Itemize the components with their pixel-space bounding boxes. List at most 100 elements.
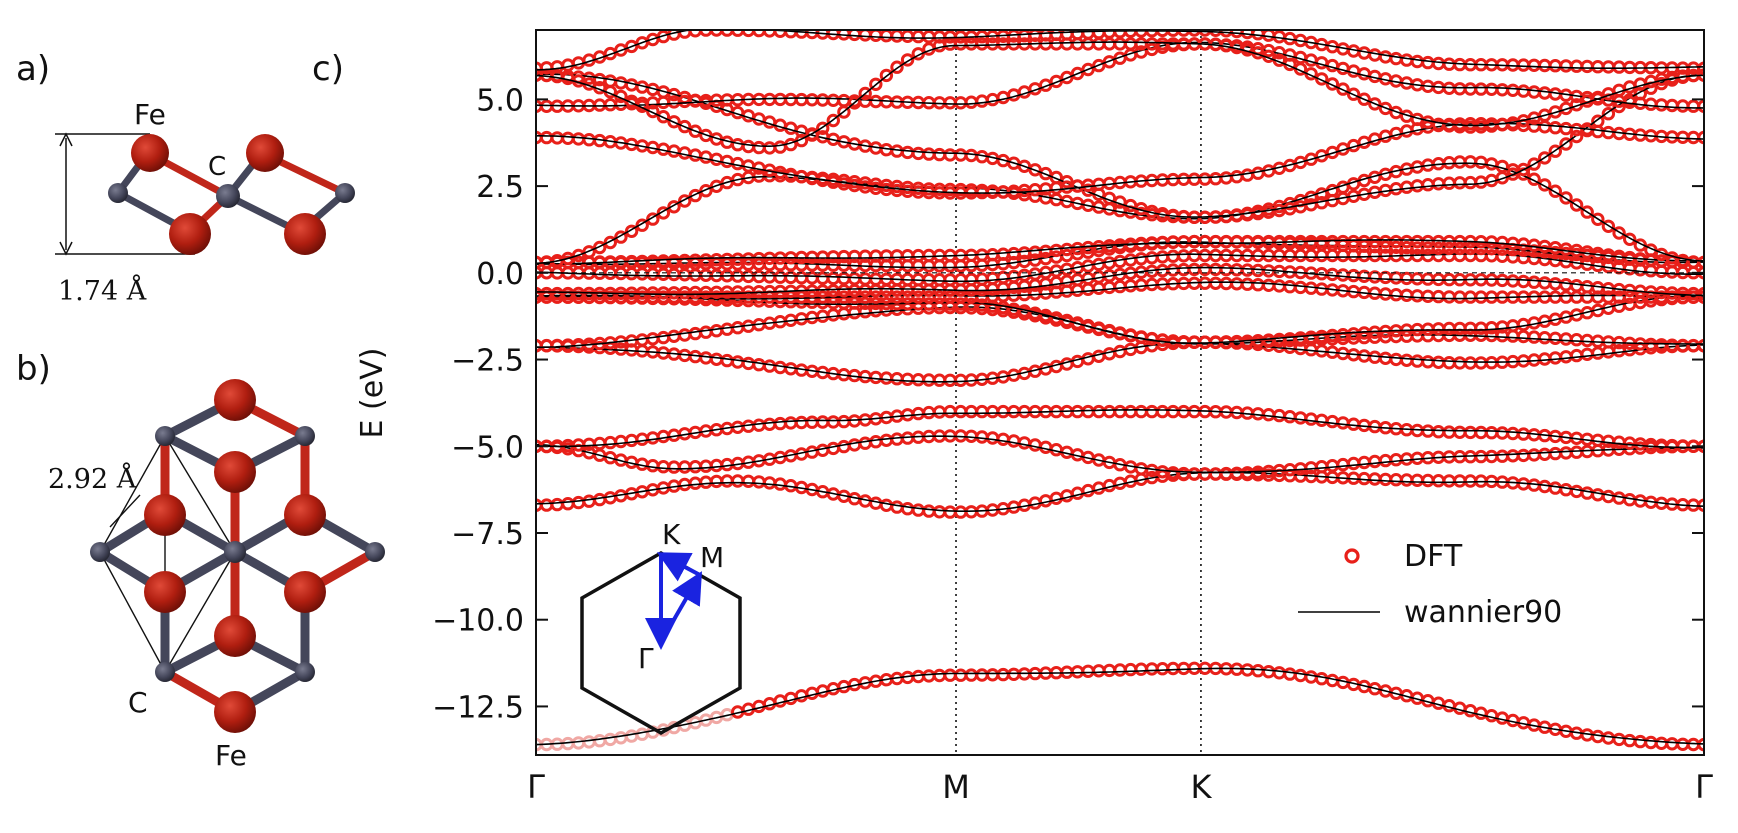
dft-point xyxy=(1102,280,1117,295)
dft-point xyxy=(1251,278,1265,292)
dft-point xyxy=(1506,83,1520,98)
dft-point xyxy=(1463,82,1478,96)
dft-point xyxy=(646,459,660,473)
dft-point xyxy=(1601,107,1616,121)
dft-point xyxy=(1559,332,1573,346)
bz-label-gamma: Γ xyxy=(638,642,654,675)
wannier90-line xyxy=(536,409,1704,449)
dft-point xyxy=(816,271,830,285)
dft-point xyxy=(1591,488,1605,502)
band-2 xyxy=(536,429,1704,481)
dft-point xyxy=(624,224,639,239)
wannier90-line xyxy=(536,41,1704,109)
atom-label-fe: Fe xyxy=(215,739,247,772)
dft-point xyxy=(1198,248,1212,263)
dft-point xyxy=(1346,87,1361,101)
wannier90-line xyxy=(536,435,1704,474)
dft-point xyxy=(837,414,851,429)
dft-point xyxy=(1463,704,1478,718)
dft-point xyxy=(1495,449,1510,463)
dft-point xyxy=(996,667,1010,682)
dft-point xyxy=(1007,434,1021,448)
dft-point xyxy=(1686,130,1701,145)
panel-b: b) xyxy=(16,349,385,772)
dft-point xyxy=(1527,85,1541,99)
bz-label-m: M xyxy=(700,541,724,574)
atom-label-c: C xyxy=(128,686,148,719)
dft-point xyxy=(1559,191,1573,205)
dft-point xyxy=(709,474,724,489)
dft-point xyxy=(943,404,957,419)
dft-point xyxy=(1463,175,1478,190)
dft-point xyxy=(762,359,777,373)
dft-point xyxy=(773,270,787,284)
band-1 xyxy=(536,467,1704,519)
dft-point xyxy=(1007,404,1021,419)
dft-point xyxy=(1262,30,1276,42)
dft-point xyxy=(890,30,904,43)
dft-point xyxy=(1463,425,1478,440)
dft-point xyxy=(709,458,724,473)
dft-point xyxy=(816,415,830,429)
dft-point xyxy=(1293,248,1308,263)
fe-atom xyxy=(169,213,211,255)
dft-point xyxy=(624,433,639,448)
dft-point xyxy=(954,373,968,387)
dft-point xyxy=(1208,276,1223,290)
dft-point xyxy=(943,505,957,519)
fe-atom xyxy=(284,494,326,536)
dft-point xyxy=(1495,273,1510,288)
dft-point xyxy=(1102,37,1117,51)
dft-point xyxy=(1516,448,1531,463)
axes: 5.02.50.0−2.5−5.0−7.5−10.0−12.5Γ M K Γ xyxy=(432,29,1713,806)
dft-point xyxy=(1378,101,1393,116)
dft-point xyxy=(1591,59,1605,74)
dft-point xyxy=(571,132,586,146)
dft-point xyxy=(985,92,1000,107)
dft-point xyxy=(1623,733,1637,748)
dft-point xyxy=(1400,180,1414,194)
dft-point xyxy=(1453,155,1467,169)
dft-point xyxy=(826,93,840,108)
dft-point xyxy=(879,283,894,298)
dft-point xyxy=(890,60,904,74)
band-7 xyxy=(536,276,1704,304)
dft-point xyxy=(1336,82,1350,96)
dft-point xyxy=(1304,248,1318,263)
dft-point xyxy=(731,355,745,369)
dft-point xyxy=(1007,667,1021,681)
dft-point xyxy=(1070,66,1085,81)
dft-point xyxy=(890,283,904,297)
dft-point xyxy=(1357,92,1371,106)
fe-atom xyxy=(214,379,256,421)
dft-point xyxy=(932,259,947,273)
dft-point xyxy=(1538,120,1552,134)
dft-point xyxy=(1559,59,1573,73)
dft-point xyxy=(1219,276,1233,291)
panel-b-c-atoms xyxy=(90,426,385,682)
dft-point xyxy=(667,200,681,214)
dft-point xyxy=(635,727,649,741)
dft-point xyxy=(561,58,575,72)
dft-point xyxy=(773,92,787,107)
dft-point xyxy=(1081,404,1095,419)
dft-point xyxy=(667,329,681,343)
dft-point xyxy=(1368,454,1382,469)
dft-point xyxy=(954,273,968,287)
dft-point xyxy=(1654,98,1669,112)
dft-point xyxy=(900,53,915,67)
dft-point xyxy=(1155,250,1170,264)
wannier90-line xyxy=(536,281,1704,300)
dft-point xyxy=(646,332,660,346)
dft-point xyxy=(1272,408,1287,423)
dft-point xyxy=(985,282,1000,296)
dft-point xyxy=(614,76,628,90)
dft-point xyxy=(911,503,925,517)
dft-point xyxy=(1113,254,1127,269)
dft-point xyxy=(1187,248,1202,263)
dft-point xyxy=(1378,472,1393,487)
dft-point xyxy=(1177,172,1191,187)
dft-point xyxy=(1166,263,1180,277)
dft-point xyxy=(1644,735,1658,750)
dft-point xyxy=(1686,99,1701,113)
